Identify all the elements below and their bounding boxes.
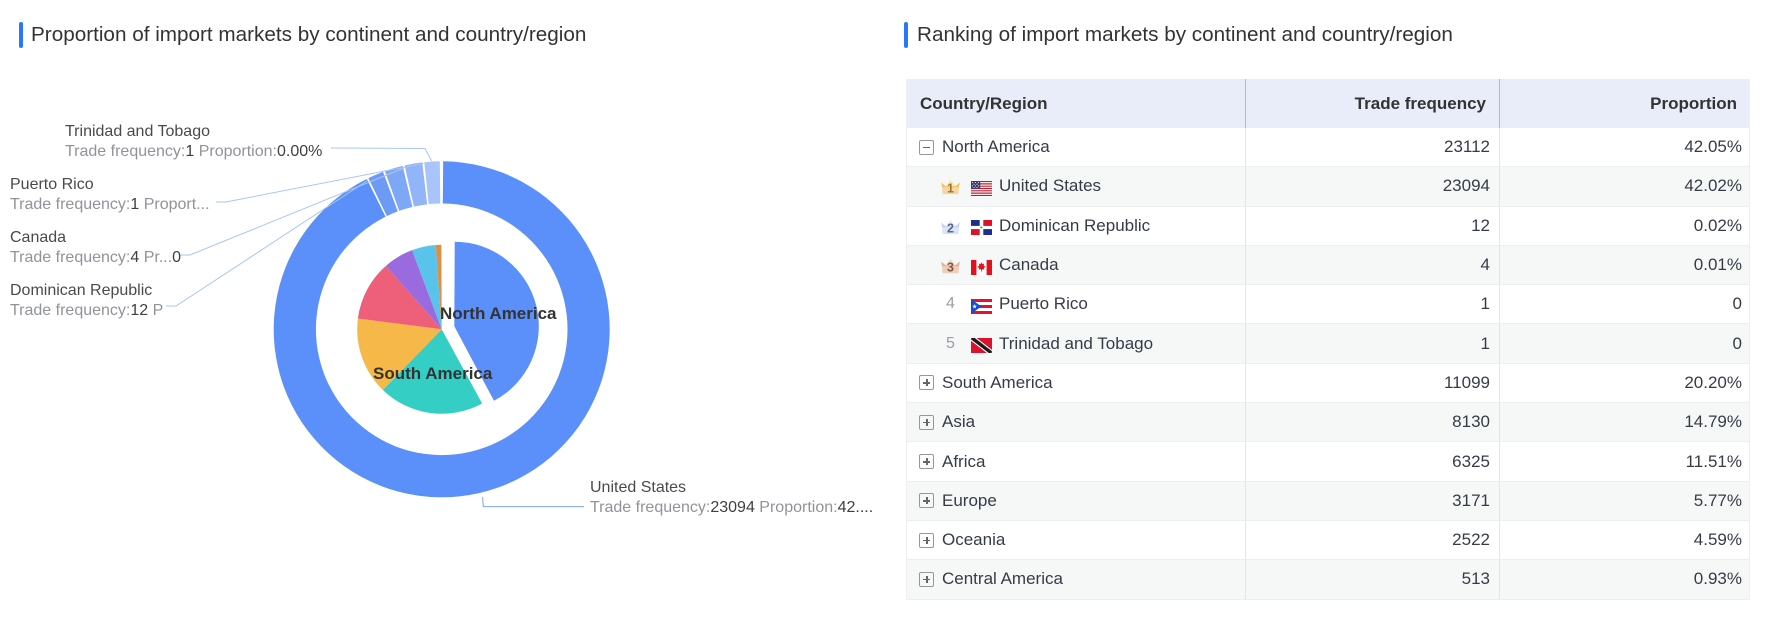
svg-text:3: 3 bbox=[947, 260, 954, 274]
svg-text:1: 1 bbox=[947, 182, 954, 196]
svg-text:2: 2 bbox=[947, 221, 954, 235]
